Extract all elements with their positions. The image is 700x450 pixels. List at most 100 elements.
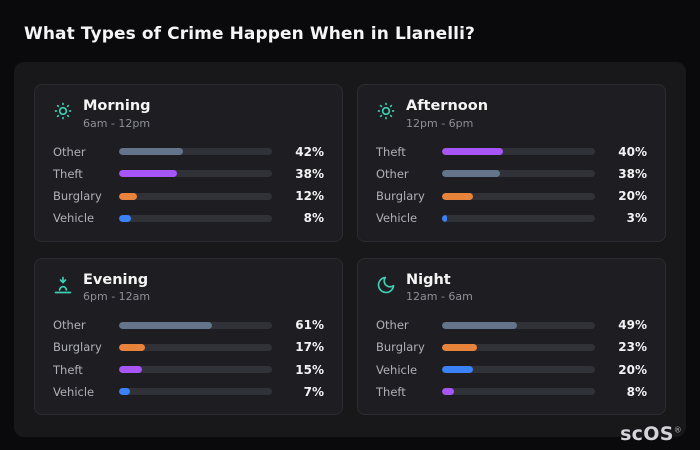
bar-track (442, 214, 595, 222)
bar-track (119, 214, 272, 222)
sun-icon (53, 101, 73, 121)
bar-track (442, 366, 595, 374)
crime-percent: 8% (626, 384, 647, 399)
crime-percent: 17% (295, 340, 324, 355)
crime-label: Burglary (376, 189, 425, 204)
bar-track (442, 192, 595, 200)
crime-label: Other (53, 144, 86, 159)
card-header: Afternoon 12pm - 6pm (376, 98, 647, 130)
registered-mark: ® (673, 425, 682, 435)
crime-percent: 7% (303, 384, 324, 399)
crime-percent: 38% (618, 166, 647, 181)
brand-logo: scOS® (620, 423, 682, 445)
bar-track (119, 388, 272, 396)
crime-percent: 20% (618, 189, 647, 204)
card-header: Evening 6pm - 12am (53, 271, 324, 304)
bar-rows: Theft 40% Other 38% Burglary 20% Vehicle 3% (376, 141, 647, 230)
crime-label: Other (376, 166, 409, 181)
card-header: Morning 6am - 12pm (53, 98, 324, 130)
card-header: Night 12am - 6am (376, 271, 647, 304)
crime-percent: 40% (618, 144, 647, 159)
card-title: Evening (83, 271, 149, 288)
crime-percent: 61% (295, 318, 324, 333)
crime-row: Burglary 12% (53, 185, 324, 207)
bar-fill (119, 214, 132, 222)
bar-fill (119, 321, 213, 329)
crime-row: Other 49% (376, 314, 647, 336)
bar-rows: Other 42% Theft 38% Burglary 12% Vehicle 8% (53, 141, 324, 230)
bar-fill (119, 192, 138, 200)
crime-percent: 49% (618, 318, 647, 333)
crime-label: Theft (53, 362, 83, 377)
crime-label: Other (53, 318, 86, 333)
crime-label: Burglary (53, 340, 102, 355)
card-title: Afternoon (406, 98, 489, 114)
crime-row: Burglary 20% (376, 185, 647, 207)
bar-fill (442, 366, 473, 374)
bar-track (119, 321, 272, 329)
crime-percent: 38% (295, 166, 324, 181)
bar-fill (442, 214, 447, 222)
crime-label: Burglary (376, 340, 425, 355)
dashboard-panel: Morning 6am - 12pm Other 42% Theft 38% Burgl… (14, 62, 686, 437)
crime-percent: 8% (303, 211, 324, 226)
crime-percent: 3% (626, 211, 647, 226)
bar-track (119, 170, 272, 178)
crime-label: Theft (376, 384, 406, 399)
crime-row: Other 42% (53, 141, 324, 163)
crime-label: Vehicle (53, 384, 95, 399)
card-night: Night 12am - 6am Other 49% Burglary 23% Vehi… (357, 257, 666, 415)
crime-label: Vehicle (376, 211, 418, 226)
crime-row: Vehicle 8% (53, 207, 324, 229)
sunset-icon (53, 275, 73, 295)
card-evening: Evening 6pm - 12am Other 61% Burglary 17% Th… (34, 257, 343, 415)
crime-label: Vehicle (53, 211, 95, 226)
bar-fill (442, 170, 501, 178)
card-title: Morning (83, 98, 151, 114)
bar-track (442, 388, 595, 396)
bar-fill (119, 343, 145, 351)
crime-percent: 42% (295, 144, 324, 159)
crime-row: Theft 8% (376, 381, 647, 403)
bar-fill (442, 388, 455, 396)
crime-label: Theft (53, 166, 83, 181)
bar-rows: Other 49% Burglary 23% Vehicle 20% Theft 8% (376, 314, 647, 403)
crime-percent: 20% (618, 362, 647, 377)
card-subtitle: 6am - 12pm (83, 116, 151, 130)
crime-row: Other 61% (53, 314, 324, 336)
crime-label: Burglary (53, 189, 102, 204)
bar-fill (119, 148, 184, 156)
crime-label: Other (376, 318, 409, 333)
bar-fill (442, 321, 517, 329)
card-morning: Morning 6am - 12pm Other 42% Theft 38% Burgl… (34, 84, 343, 242)
card-subtitle: 12pm - 6pm (406, 116, 474, 130)
crime-label: Theft (376, 144, 406, 159)
bar-track (442, 170, 595, 178)
bar-fill (442, 343, 478, 351)
crime-percent: 12% (295, 189, 324, 204)
bar-track (442, 321, 595, 329)
card-subtitle: 6pm - 12am (83, 290, 151, 304)
card-subtitle: 12am - 6am (406, 290, 473, 304)
crime-row: Vehicle 20% (376, 359, 647, 381)
crime-row: Other 38% (376, 163, 647, 185)
bar-track (119, 343, 272, 351)
crime-row: Theft 40% (376, 141, 647, 163)
crime-row: Theft 15% (53, 359, 324, 381)
page-title: What Types of Crime Happen When in Llane… (24, 24, 475, 44)
bar-track (119, 148, 272, 156)
bar-track (442, 343, 595, 351)
sun-icon (376, 101, 396, 121)
bar-rows: Other 61% Burglary 17% Theft 15% Vehicle 7% (53, 314, 324, 403)
card-title: Night (406, 271, 451, 288)
card-afternoon: Afternoon 12pm - 6pm Theft 40% Other 38% Bur… (357, 84, 666, 242)
crime-percent: 23% (618, 340, 647, 355)
crime-percent: 15% (295, 362, 324, 377)
bar-fill (442, 148, 504, 156)
moon-icon (376, 275, 396, 295)
bar-fill (119, 388, 130, 396)
crime-label: Vehicle (376, 362, 418, 377)
crime-row: Burglary 17% (53, 336, 324, 358)
bar-track (119, 366, 272, 374)
